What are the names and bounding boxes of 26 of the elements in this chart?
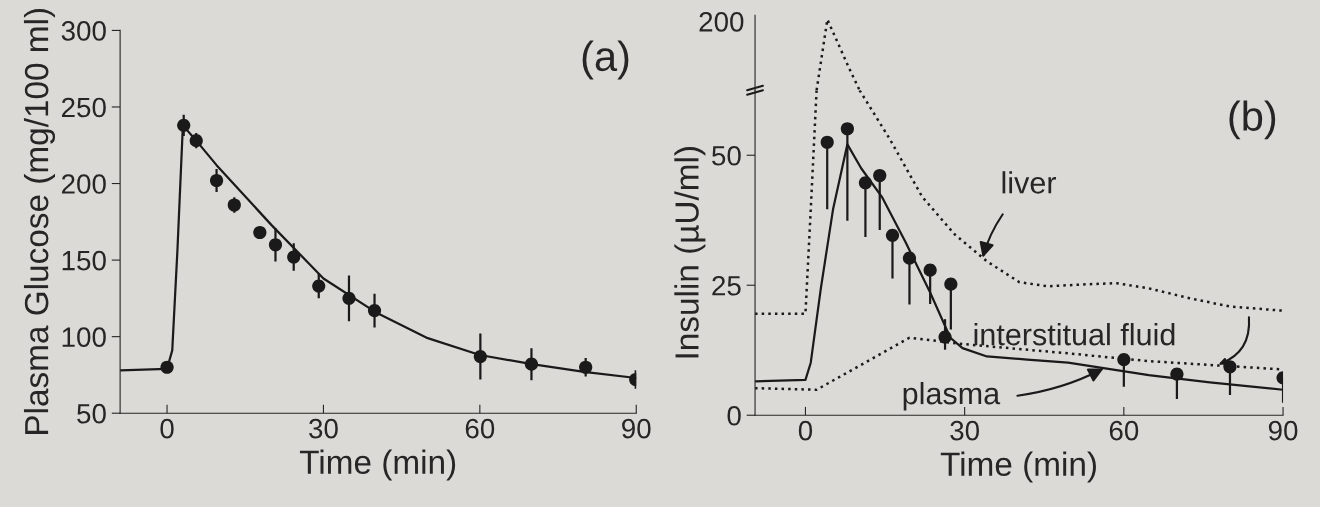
x-tick-label: 30 bbox=[309, 418, 338, 439]
y-tick-label: 0 bbox=[727, 405, 741, 426]
y-tick-label: 250 bbox=[61, 97, 106, 118]
x-axis-title: Time (min) bbox=[299, 449, 456, 481]
y-tick-label: 100 bbox=[62, 327, 106, 347]
annotation: liver bbox=[1002, 171, 1057, 194]
chart-title: (a) bbox=[582, 40, 629, 80]
x-tick-label: 90 bbox=[622, 418, 651, 439]
y-tick-label: 50 bbox=[712, 145, 741, 166]
x-tick-label: 60 bbox=[1109, 420, 1139, 441]
y-axis-title: Insulin (µU/ml) bbox=[674, 147, 706, 358]
y-tick-label: 200 bbox=[61, 174, 106, 194]
y-tick-label: 150 bbox=[62, 250, 106, 271]
y-tick-label: 300 bbox=[61, 21, 106, 41]
annotation: plasma bbox=[903, 381, 1001, 411]
x-tick-label: 0 bbox=[798, 420, 813, 441]
legend-label: interstitual fluid bbox=[974, 322, 1175, 346]
x-tick-label: 90 bbox=[1268, 420, 1298, 441]
x-tick-label: 60 bbox=[465, 418, 495, 439]
x-axis-title: Time (min) bbox=[940, 451, 1096, 483]
x-tick-label: 0 bbox=[160, 418, 174, 439]
chart-title: (b) bbox=[1229, 100, 1276, 140]
y-tick-label: 25 bbox=[712, 275, 741, 296]
y-axis-title: Plasma Glucose (mg/100 ml) bbox=[23, 8, 56, 434]
y-tick-label: 50 bbox=[77, 403, 106, 424]
x-tick-label: 30 bbox=[950, 420, 980, 441]
